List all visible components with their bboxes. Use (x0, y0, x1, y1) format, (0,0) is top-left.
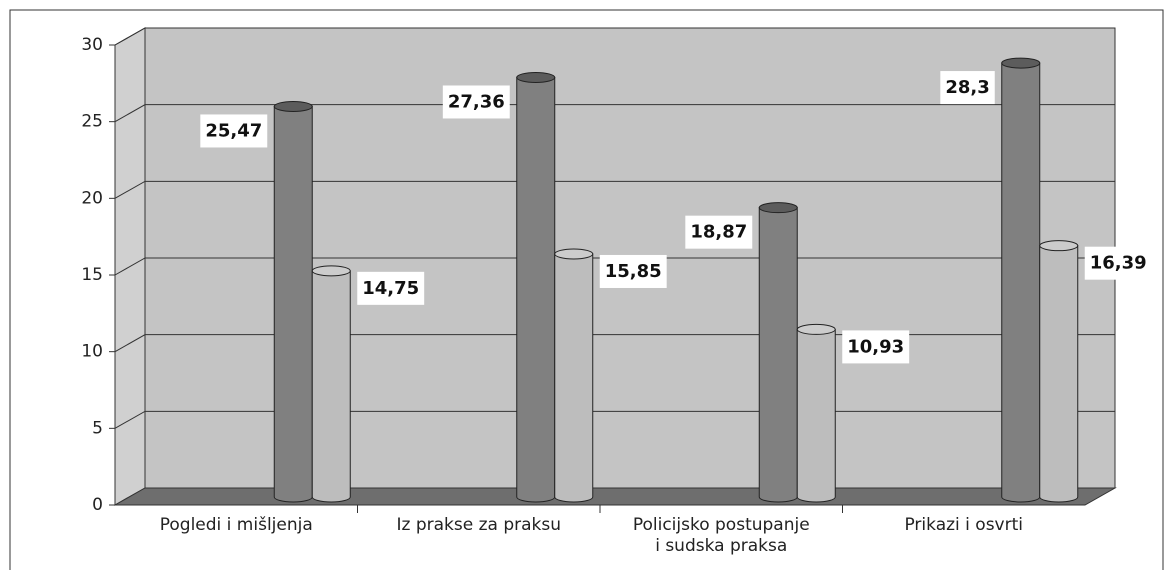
value-label-bg (442, 85, 510, 119)
bar-top (273, 100, 313, 112)
floor (113, 487, 1117, 506)
value-label-text: 25,47 (205, 120, 262, 141)
value-label-bg (685, 215, 753, 249)
y-tick-label: 30 (81, 35, 103, 55)
x-tick-label: Policijsko postupanje i sudska praksa (633, 515, 810, 556)
bar-top (1001, 57, 1041, 69)
x-tick-label: Iz prakse za praksu (396, 515, 561, 535)
value-label: 14,75 (357, 271, 425, 305)
bar-top (516, 71, 556, 83)
y-tick-label: 0 (92, 495, 103, 515)
value-label: 10,93 (842, 330, 910, 364)
bar-top (554, 248, 594, 260)
y-tick-label: 15 (81, 265, 103, 285)
value-label: 27,36 (442, 85, 510, 119)
value-label-text: 27,36 (448, 91, 505, 112)
value-label-bg (599, 254, 667, 288)
y-tick-label: 20 (81, 188, 103, 208)
x-tick-label: Pogledi i mišljenja (160, 515, 313, 535)
bar-top (758, 202, 798, 214)
grid-line (114, 180, 1115, 199)
value-label-text: 18,87 (690, 222, 747, 243)
value-label: 15,85 (599, 254, 667, 288)
y-tick-label: 5 (92, 418, 103, 438)
value-label-bg (1084, 246, 1152, 280)
grid-line (114, 27, 1115, 46)
frame (9, 9, 1164, 570)
value-label-text: 15,85 (605, 261, 662, 282)
bar (758, 207, 798, 503)
bar (516, 76, 556, 503)
y-tick-label: 10 (81, 342, 103, 362)
value-label-bg (357, 271, 425, 305)
value-label-bg (842, 330, 910, 364)
value-label: 28,3 (940, 71, 995, 105)
bar (1039, 245, 1079, 503)
value-label-text: 28,3 (945, 77, 989, 98)
bar (311, 270, 351, 503)
grid-line (114, 104, 1115, 123)
value-label: 16,39 (1084, 246, 1152, 280)
value-label-text: 14,75 (362, 278, 419, 299)
bar (1001, 62, 1041, 503)
bar (273, 105, 313, 503)
bar (796, 328, 836, 503)
bar-top (1039, 240, 1079, 252)
bar (554, 253, 594, 503)
value-label-bg (200, 114, 268, 148)
y-tick-label: 25 (81, 112, 103, 132)
value-label: 25,47 (200, 114, 268, 148)
value-label-bg (940, 71, 995, 105)
value-label-text: 16,39 (1090, 253, 1147, 274)
x-tick-label: Prikazi i osvrti (904, 515, 1023, 535)
bar-top (796, 323, 836, 335)
bar-top (311, 265, 351, 277)
value-label-text: 10,93 (847, 336, 904, 357)
value-label: 18,87 (685, 215, 753, 249)
